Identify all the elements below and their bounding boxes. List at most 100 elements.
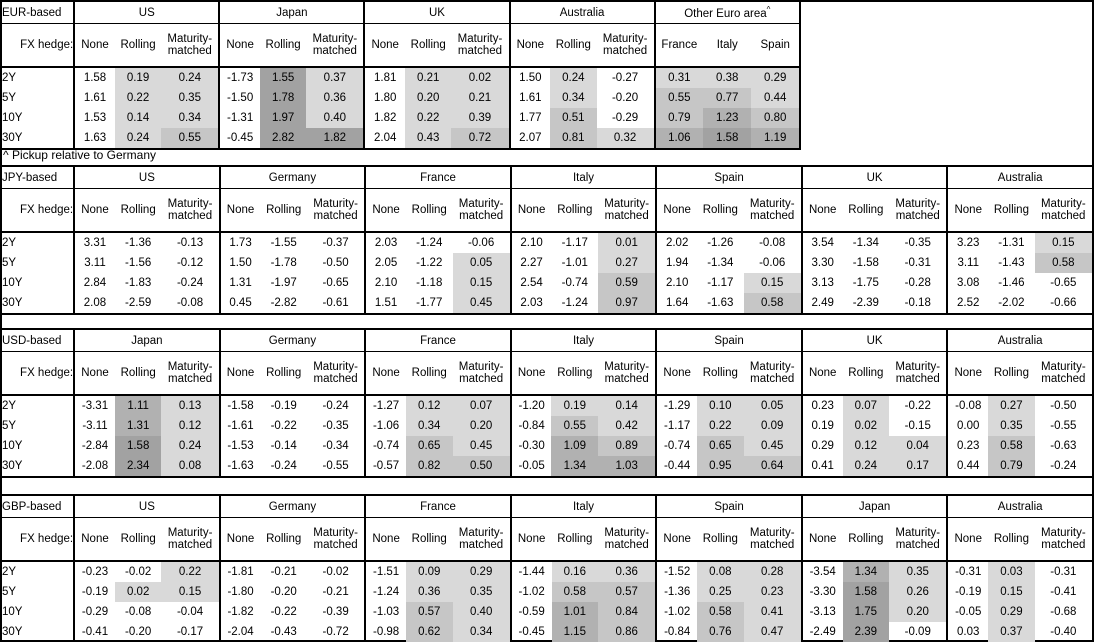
value-cell: -1.97	[270, 277, 297, 289]
value-cell: 1.01	[551, 602, 599, 622]
value-cell: -0.19	[946, 582, 989, 602]
value-cell: 0.44	[751, 88, 800, 108]
value-cell: -0.57	[364, 456, 406, 477]
value-cell: 2.34	[114, 456, 162, 477]
value-cell: -0.08	[946, 395, 989, 416]
value-cell: 0.31	[653, 67, 704, 88]
value-cell: -0.31	[946, 561, 989, 582]
value-cell: 0.62	[405, 622, 453, 642]
country-group-header: France	[364, 329, 511, 352]
value-cell: -0.35	[322, 420, 349, 432]
column-header: None	[218, 188, 261, 233]
column-header: Rolling	[551, 351, 599, 396]
value-cell: -1.82	[218, 602, 261, 622]
value-cell: 0.27	[598, 253, 657, 273]
value-cell: -0.39	[322, 606, 349, 618]
value-cell: 1.77	[508, 108, 551, 128]
value-cell: -0.19	[73, 582, 115, 602]
fx-hedge-header-row: FX hedge: None Rolling Maturity-matched None…	[1, 517, 1093, 562]
country-group-header: Spain	[655, 495, 802, 518]
value-cell: -0.40	[1050, 626, 1077, 638]
value-cell: 0.59	[598, 273, 657, 293]
value-cell: 1.82	[363, 108, 406, 128]
value-cell: 0.12	[161, 416, 220, 436]
tenor-label: 2Y	[1, 232, 76, 253]
value-cell: -1.24	[561, 297, 588, 309]
value-cell: -1.73	[218, 67, 260, 88]
column-header: None	[73, 351, 115, 396]
value-cell: -1.36	[125, 237, 152, 249]
column-header: None	[946, 351, 989, 396]
tenor-row: 30Y 1.63 0.24 0.55 -0.45 2.82 1.82 2.04 0.43 0.72…	[1, 128, 800, 149]
value-cell: 0.00	[946, 416, 989, 436]
value-cell: -1.18	[416, 277, 443, 289]
value-cell: 0.34	[550, 88, 597, 108]
value-cell: 0.23	[946, 436, 989, 456]
value-cell: 0.64	[743, 456, 802, 477]
value-cell: 0.15	[743, 273, 802, 293]
value-cell: 1.80	[363, 88, 406, 108]
column-header: Rolling	[260, 351, 307, 396]
column-header: Maturity-matched	[161, 517, 220, 562]
value-cell: 0.79	[988, 456, 1035, 477]
value-cell: 0.17	[889, 456, 948, 477]
value-cell: 0.84	[598, 602, 657, 622]
value-cell: -1.34	[852, 237, 879, 249]
column-header: None	[655, 351, 698, 396]
column-header: Rolling	[988, 517, 1035, 562]
column-header: Maturity-matched	[889, 351, 948, 396]
value-cell: 2.49	[800, 293, 843, 314]
column-header: Rolling	[114, 23, 162, 68]
value-cell: -3.13	[800, 602, 843, 622]
value-cell: -3.30	[800, 582, 843, 602]
value-cell: 3.23	[946, 232, 989, 253]
value-cell: 0.41	[743, 602, 802, 622]
value-cell: 0.20	[452, 416, 511, 436]
value-cell: 0.20	[405, 88, 452, 108]
jpy-based-grid: JPY-based US Germany France Italy Spain UK Aust…	[0, 165, 1094, 315]
value-cell: 0.28	[743, 561, 802, 582]
column-header: None	[364, 188, 406, 233]
value-cell: 0.09	[405, 561, 453, 582]
value-cell: -0.23	[73, 561, 115, 582]
country-group-header: France	[364, 495, 511, 518]
table-gbp-based: GBP-based US Germany France Italy Spain Japan A…	[0, 494, 1094, 642]
value-cell: 3.30	[800, 253, 843, 273]
column-header: Maturity-matched	[161, 188, 220, 233]
country-group-header: Australia	[946, 329, 1093, 352]
value-cell: 2.05	[364, 253, 406, 273]
value-cell: 0.21	[405, 67, 452, 88]
value-cell: -0.74	[364, 436, 406, 456]
value-cell: 2.52	[946, 293, 989, 314]
value-cell: 1.11	[114, 395, 162, 416]
value-cell: 0.45	[743, 436, 802, 456]
value-cell: -0.05	[946, 602, 989, 622]
value-cell: 1.23	[703, 108, 752, 128]
value-cell: 0.19	[551, 395, 599, 416]
value-cell: 0.03	[988, 561, 1035, 582]
value-cell: 0.16	[551, 561, 599, 582]
value-cell: 0.13	[161, 395, 220, 416]
value-cell: -0.20	[270, 586, 297, 598]
value-cell: 0.22	[114, 88, 162, 108]
value-cell: -1.17	[561, 237, 588, 249]
table-eur-based: EUR-based US Japan UK Australia Other Euro ar…	[0, 0, 801, 150]
value-cell: 0.55	[551, 416, 599, 436]
column-header: Maturity-matched	[743, 188, 802, 233]
value-cell: 2.54	[509, 273, 552, 293]
base-currency-title: GBP-based	[1, 495, 76, 518]
tenor-label: 30Y	[1, 456, 76, 477]
column-header: Maturity-matched	[889, 517, 948, 562]
value-cell: -2.02	[998, 297, 1025, 309]
value-cell: 0.07	[452, 395, 511, 416]
tenor-row: 10Y -2.84 1.58 0.24 -1.53 -0.14 -0.34 -0.74 0.65…	[1, 436, 1093, 456]
country-group-header: Australia	[508, 1, 655, 24]
value-cell: -2.49	[800, 622, 843, 642]
value-cell: -1.06	[364, 416, 406, 436]
country-header-row: GBP-based US Germany France Italy Spain Japan A…	[1, 495, 1093, 518]
value-cell: 1.31	[218, 273, 261, 293]
value-cell: 0.19	[800, 416, 843, 436]
country-header-row: USD-based Japan Germany France Italy Spain UK A…	[1, 329, 1093, 352]
value-cell: -0.24	[322, 400, 349, 412]
